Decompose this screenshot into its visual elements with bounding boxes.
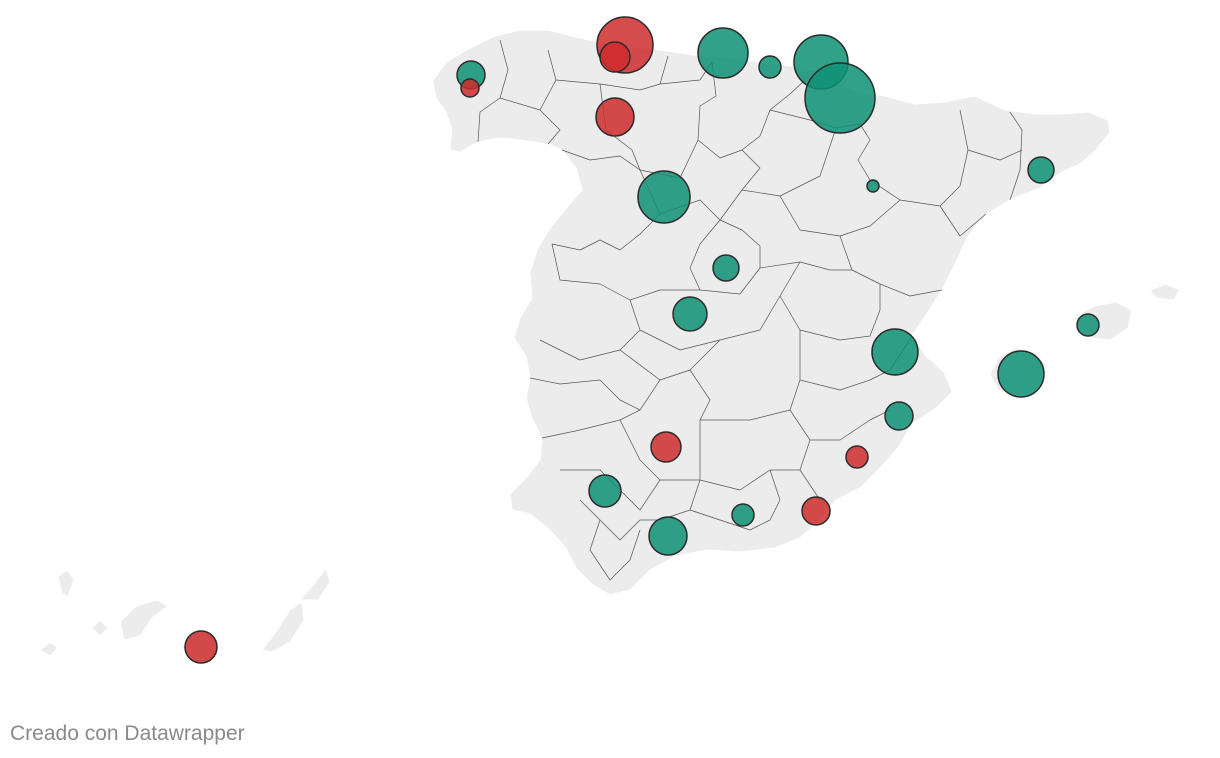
island-la-gomera [91,619,109,637]
bubble-alicante[interactable] [884,401,914,431]
island-fuerteventura [261,601,305,653]
bubble-huesca[interactable] [866,179,880,193]
bubble-valladolid[interactable] [637,170,691,224]
island-el-hierro [39,641,59,657]
bubble-mallorca[interactable] [997,350,1045,398]
bubble-leon[interactable] [595,97,635,137]
bubble-valencia[interactable] [871,328,919,376]
island-la-palma [57,569,75,597]
island-lanzarote [298,566,331,601]
spain-bubble-map [39,16,1181,665]
mainland-spain [432,29,1111,596]
bubble-tenerife[interactable] [184,630,218,664]
bubble-navarra[interactable] [804,62,876,134]
bubble-cantabria[interactable] [697,27,749,79]
bubble-murcia[interactable] [845,445,869,469]
bubble-granada[interactable] [731,503,755,527]
bubble-toledo[interactable] [672,296,708,332]
bubble-layer [184,16,1100,664]
bubble-sevilla[interactable] [588,474,622,508]
bubble-asturias-interior[interactable] [599,41,631,73]
bubble-madrid[interactable] [712,254,740,282]
bubble-pontevedra[interactable] [460,78,480,98]
bubble-malaga[interactable] [648,516,688,556]
bubble-ciudad-real[interactable] [650,431,682,463]
island-tenerife [119,599,169,641]
province-borders [477,39,1023,581]
bubble-barcelona[interactable] [1027,156,1055,184]
bubble-bizkaia[interactable] [758,55,782,79]
bubble-almeria[interactable] [801,496,831,526]
island-menorca-east [1149,283,1181,301]
datawrapper-credit[interactable]: Creado con Datawrapper [10,722,245,745]
bubble-menorca[interactable] [1076,313,1100,337]
